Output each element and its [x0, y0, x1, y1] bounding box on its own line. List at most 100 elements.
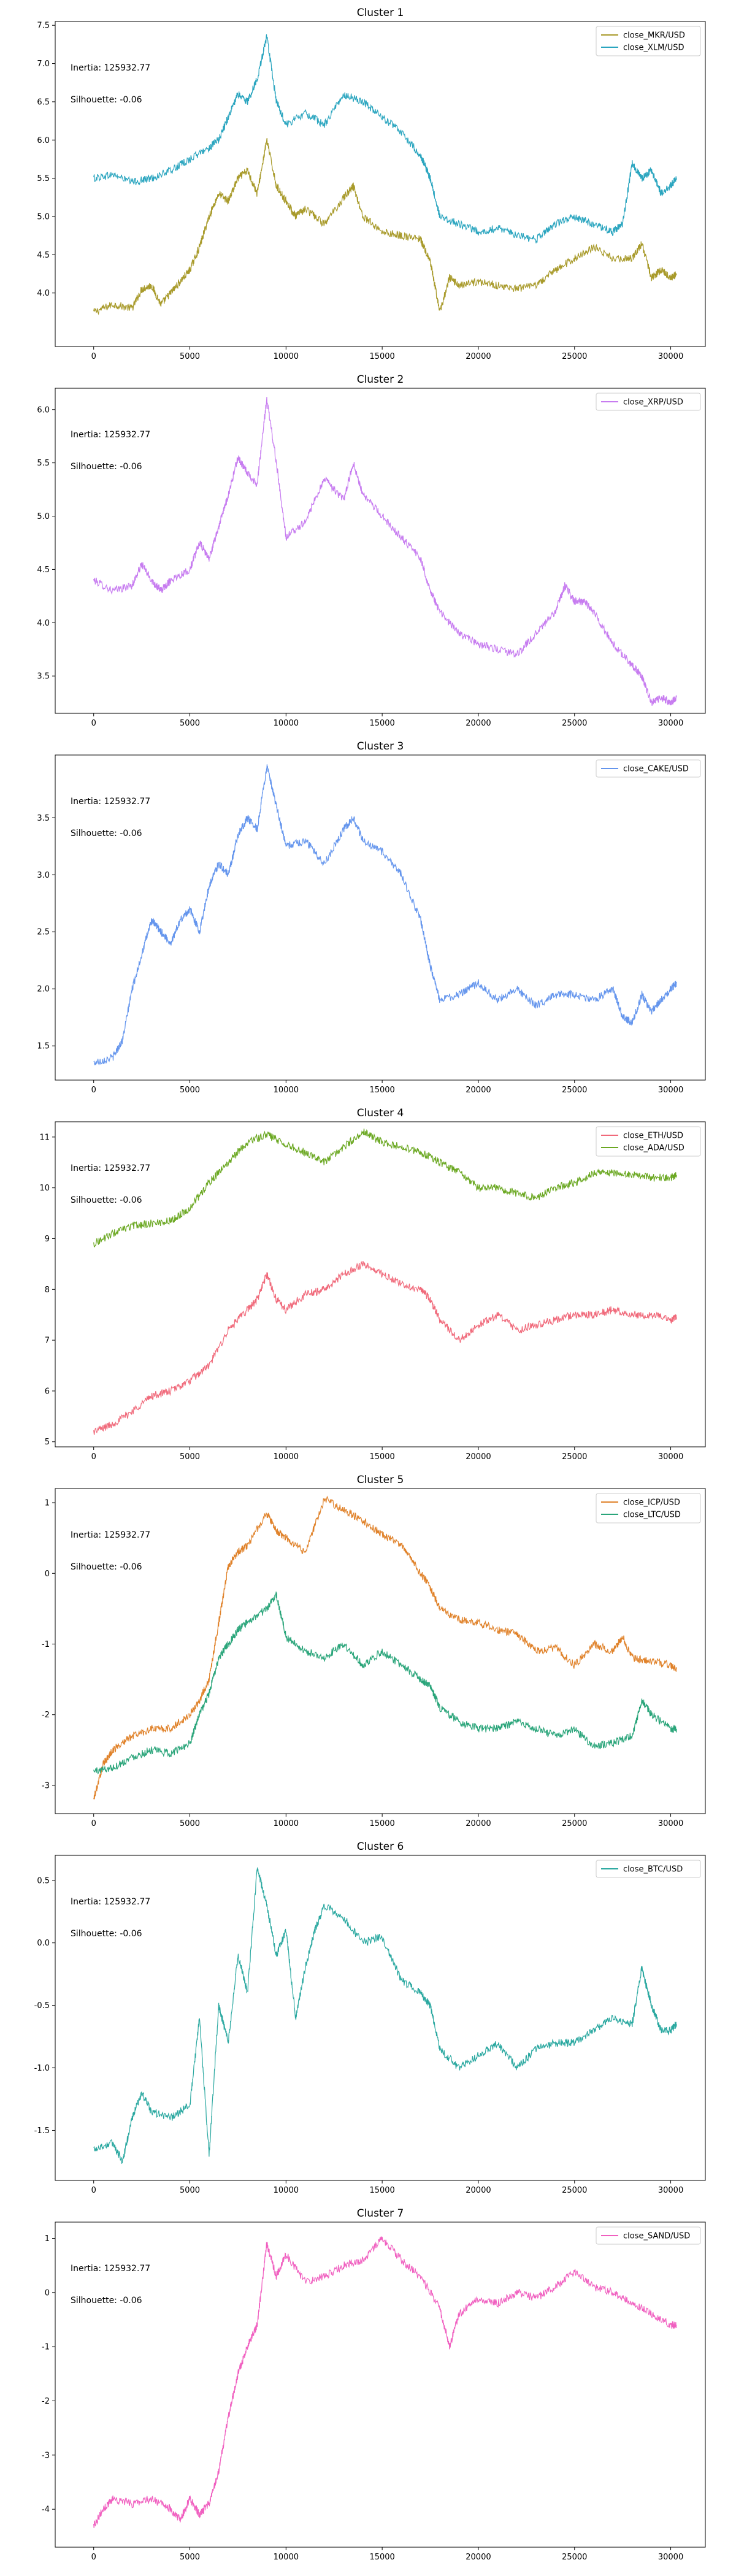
silhouette-annotation: Silhouette: -0.06: [71, 829, 142, 838]
x-tick-label: 0: [91, 1086, 96, 1095]
legend-box: [596, 2226, 701, 2245]
x-tick-label: 0: [91, 2186, 96, 2195]
x-tick-label: 0: [91, 352, 96, 361]
plot-frame: [55, 1488, 706, 1814]
y-tick-label: 1.5: [37, 1042, 50, 1051]
y-tick-label: -2: [42, 2397, 50, 2406]
chart-title: Cluster 5: [357, 1474, 404, 1486]
x-tick-label: 0: [91, 2553, 96, 2562]
x-tick-label: 15000: [369, 352, 394, 361]
inertia-annotation: Inertia: 125932.77: [71, 2264, 150, 2274]
series-line-1: [93, 396, 677, 706]
chart-panel-3: Cluster 3 0 5000 10000 15000 20000 25000 30000 1…: [37, 740, 706, 1095]
y-tick-label: 5.5: [37, 174, 50, 183]
x-tick-label: 25000: [562, 719, 587, 728]
y-tick-label: -2: [42, 1711, 50, 1720]
chart-panel-2: Cluster 2 0 5000 10000 15000 20000 25000 30000 3…: [37, 374, 706, 728]
x-tick-label: 30000: [658, 352, 683, 361]
series-line-2: [93, 1591, 677, 1774]
y-tick-label: 3.5: [37, 672, 50, 681]
y-tick-label: 7.5: [37, 21, 50, 31]
x-tick-label: 20000: [466, 1086, 491, 1095]
y-tick-label: 7: [45, 1336, 50, 1346]
x-tick-label: 20000: [466, 352, 491, 361]
x-tick-label: 10000: [274, 719, 299, 728]
x-tick-label: 25000: [562, 352, 587, 361]
x-tick-label: 0: [91, 719, 96, 728]
x-tick-label: 20000: [466, 2186, 491, 2195]
series-line-1: [93, 1867, 677, 2164]
y-tick-label: -3: [42, 2451, 50, 2460]
inertia-annotation: Inertia: 125932.77: [71, 1897, 150, 1907]
plot-frame: [55, 1855, 706, 2181]
y-tick-label: 6.0: [37, 136, 50, 145]
x-tick-label: 5000: [180, 719, 200, 728]
legend-label: close_BTC/USD: [623, 1865, 683, 1874]
x-tick-label: 15000: [369, 719, 394, 728]
y-tick-label: 9: [45, 1235, 50, 1244]
y-tick-label: 6.5: [37, 98, 50, 107]
y-tick-label: 5.0: [37, 512, 50, 521]
x-tick-label: 15000: [369, 1819, 394, 1828]
y-tick-label: 10: [39, 1184, 50, 1193]
x-tick-label: 30000: [658, 2553, 683, 2562]
x-tick-label: 10000: [274, 1086, 299, 1095]
chart-panel-5: Cluster 5 0 5000 10000 15000 20000 25000 30000 -…: [42, 1474, 706, 1828]
silhouette-annotation: Silhouette: -0.06: [71, 1929, 142, 1939]
silhouette-annotation: Silhouette: -0.06: [71, 1562, 142, 1572]
y-tick-label: -1: [42, 1640, 50, 1649]
chart-title: Cluster 2: [357, 374, 404, 386]
x-tick-label: 10000: [274, 2186, 299, 2195]
inertia-annotation: Inertia: 125932.77: [71, 1530, 150, 1540]
x-tick-label: 30000: [658, 1819, 683, 1828]
inertia-annotation: Inertia: 125932.77: [71, 797, 150, 807]
legend-label: close_ETH/USD: [623, 1132, 683, 1141]
legend-label: close_XLM/USD: [623, 44, 684, 53]
x-tick-label: 10000: [274, 352, 299, 361]
chart-title: Cluster 3: [357, 740, 404, 753]
series-line-1: [93, 1260, 677, 1435]
y-tick-label: 0: [45, 2288, 50, 2298]
x-tick-label: 5000: [180, 352, 200, 361]
y-tick-label: 5.5: [37, 459, 50, 468]
chart-title: Cluster 1: [357, 7, 404, 19]
plot-frame: [55, 388, 706, 714]
y-tick-label: 0: [45, 1570, 50, 1579]
y-tick-label: 6: [45, 1387, 50, 1396]
x-tick-label: 10000: [274, 1452, 299, 1462]
y-tick-label: 2.0: [37, 985, 50, 994]
x-tick-label: 15000: [369, 2186, 394, 2195]
legend-label: close_LTC/USD: [623, 1511, 681, 1520]
x-tick-label: 20000: [466, 1452, 491, 1462]
y-tick-label: 4.0: [37, 289, 50, 298]
series-line-1: [93, 138, 677, 315]
x-tick-label: 10000: [274, 1819, 299, 1828]
x-tick-label: 20000: [466, 2553, 491, 2562]
x-tick-label: 25000: [562, 2186, 587, 2195]
y-tick-label: -4: [42, 2505, 50, 2515]
silhouette-annotation: Silhouette: -0.06: [71, 95, 142, 105]
legend-box: [596, 1126, 701, 1157]
x-tick-label: 20000: [466, 719, 491, 728]
chart-title: Cluster 4: [357, 1107, 404, 1119]
series-line-1: [93, 1495, 677, 1800]
x-tick-label: 15000: [369, 1086, 394, 1095]
chart-panel-7: Cluster 7 0 5000 10000 15000 20000 25000 30000 -…: [42, 2207, 706, 2562]
y-tick-label: 7.0: [37, 59, 50, 69]
silhouette-annotation: Silhouette: -0.06: [71, 2296, 142, 2306]
x-tick-label: 25000: [562, 1452, 587, 1462]
x-tick-label: 5000: [180, 2553, 200, 2562]
y-tick-label: 2.5: [37, 928, 50, 937]
inertia-annotation: Inertia: 125932.77: [71, 63, 150, 73]
legend-label: close_ADA/USD: [623, 1144, 684, 1153]
x-tick-label: 25000: [562, 1819, 587, 1828]
y-tick-label: 1: [45, 2234, 50, 2244]
legend-box: [596, 1860, 701, 1878]
x-tick-label: 10000: [274, 2553, 299, 2562]
x-tick-label: 30000: [658, 1086, 683, 1095]
legend-box: [596, 759, 701, 778]
plot-frame: [55, 2221, 706, 2548]
legend-label: close_MKR/USD: [623, 31, 685, 40]
y-tick-label: 6.0: [37, 405, 50, 415]
x-tick-label: 15000: [369, 2553, 394, 2562]
